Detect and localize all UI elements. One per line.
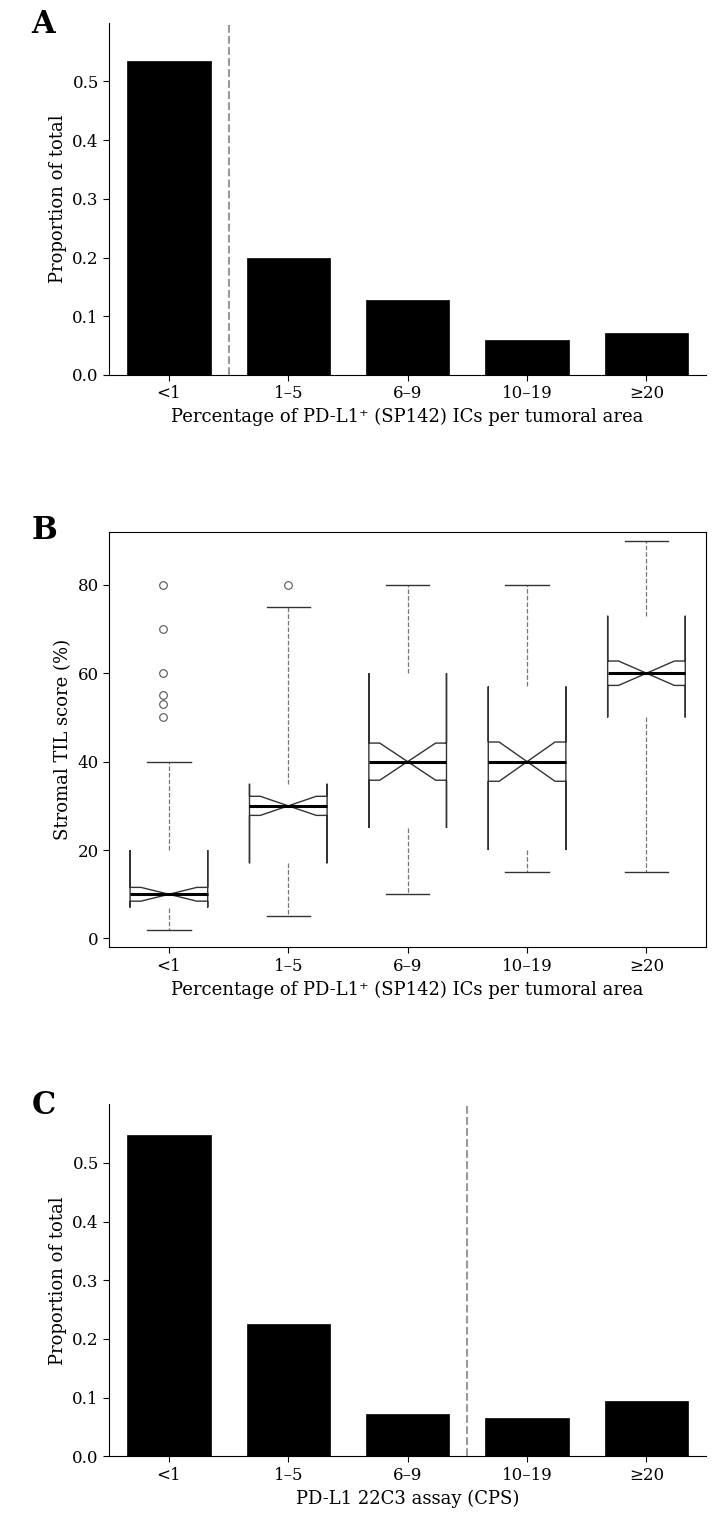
X-axis label: Percentage of PD-L1⁺ (SP142) ICs per tumoral area: Percentage of PD-L1⁺ (SP142) ICs per tum… (172, 980, 644, 998)
X-axis label: PD-L1 22C3 assay (CPS): PD-L1 22C3 assay (CPS) (296, 1490, 519, 1508)
Bar (127, 1135, 210, 1456)
Bar (366, 300, 449, 375)
Bar (247, 258, 330, 375)
Polygon shape (130, 850, 207, 907)
Text: A: A (31, 9, 55, 39)
X-axis label: Percentage of PD-L1⁺ (SP142) ICs per tumoral area: Percentage of PD-L1⁺ (SP142) ICs per tum… (172, 408, 644, 426)
Bar (605, 1400, 688, 1456)
Bar (366, 1414, 449, 1456)
Text: B: B (31, 516, 58, 546)
Text: C: C (31, 1091, 56, 1121)
Y-axis label: Proportion of total: Proportion of total (49, 115, 67, 284)
Bar (247, 1324, 330, 1456)
Polygon shape (250, 784, 327, 863)
Bar (486, 1418, 569, 1456)
Bar (127, 61, 210, 375)
Bar (486, 340, 569, 375)
Polygon shape (369, 674, 446, 828)
Polygon shape (608, 616, 685, 718)
Y-axis label: Stromal TIL score (%): Stromal TIL score (%) (54, 639, 72, 840)
Y-axis label: Proportion of total: Proportion of total (49, 1195, 67, 1364)
Bar (605, 332, 688, 375)
Polygon shape (488, 687, 566, 850)
